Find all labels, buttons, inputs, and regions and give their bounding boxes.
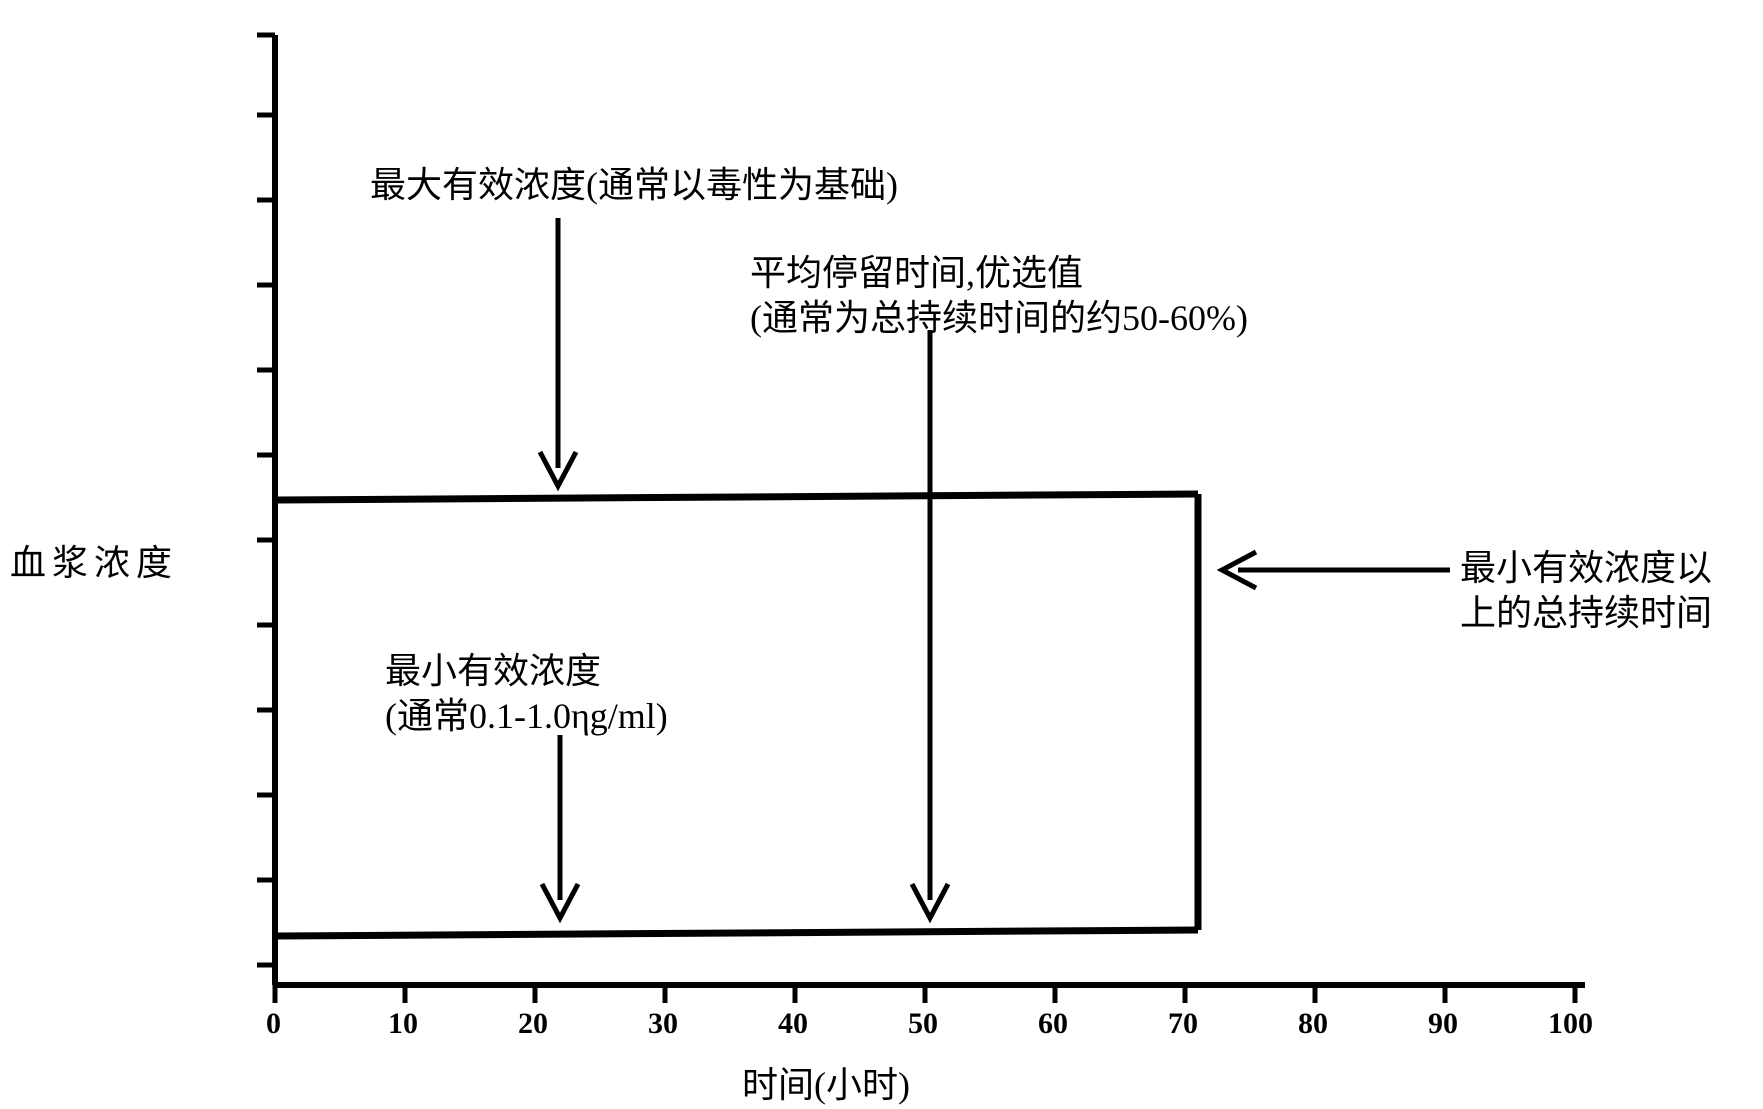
x-tick-100: 100 [1548, 1004, 1593, 1043]
x-tick-30: 30 [648, 1004, 678, 1043]
x-tick-20: 20 [518, 1004, 548, 1043]
x-tick-80: 80 [1298, 1004, 1328, 1043]
x-axis-label: 时间(小时) [742, 1062, 910, 1109]
pk-diagram: 0 10 20 30 40 50 60 70 80 90 100 血浆浓度 时间… [0, 0, 1763, 1108]
label-min-conc-line1: 最小有效浓度 [385, 648, 601, 695]
x-tick-40: 40 [778, 1004, 808, 1043]
x-tick-90: 90 [1428, 1004, 1458, 1043]
label-mrt-line1: 平均停留时间,优选值 [750, 250, 1083, 297]
x-tick-0: 0 [266, 1004, 281, 1043]
x-tick-50: 50 [908, 1004, 938, 1043]
x-tick-70: 70 [1168, 1004, 1198, 1043]
label-max-conc: 最大有效浓度(通常以毒性为基础) [370, 162, 898, 209]
x-tick-10: 10 [388, 1004, 418, 1043]
label-min-conc-line2: (通常0.1-1.0ηg/ml) [385, 693, 668, 740]
label-total-dur-line1: 最小有效浓度以 [1460, 545, 1712, 592]
label-total-dur-line2: 上的总持续时间 [1460, 590, 1712, 637]
x-tick-60: 60 [1038, 1004, 1068, 1043]
y-axis-label: 血浆浓度 [10, 540, 178, 587]
label-mrt-line2: (通常为总持续时间的约50-60%) [750, 295, 1248, 342]
